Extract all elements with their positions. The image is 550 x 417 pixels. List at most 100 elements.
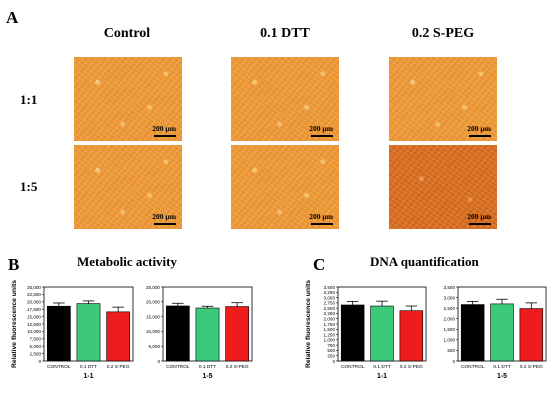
y-tick-label: 2,000 bbox=[324, 317, 336, 322]
scale-bar bbox=[154, 135, 176, 137]
y-tick-label: 1,250 bbox=[324, 332, 336, 337]
scale-label: 200 µm bbox=[152, 212, 176, 221]
y-tick-label: 0 bbox=[332, 359, 335, 364]
y-tick-label: 1,000 bbox=[444, 338, 456, 343]
y-tick-label: 2,500 bbox=[30, 351, 42, 356]
y-tick-label: 15,000 bbox=[146, 314, 160, 319]
y-tick-label: 3,000 bbox=[324, 295, 336, 300]
panel-c-title: DNA quantification bbox=[370, 254, 479, 269]
micrograph-speg-1-1: 200 µm bbox=[389, 57, 497, 141]
bar-0-1-dtt bbox=[195, 307, 220, 362]
scale-bar bbox=[469, 223, 491, 225]
y-tick-label: 5,000 bbox=[149, 344, 161, 349]
bar-0-1-dtt bbox=[370, 305, 394, 362]
chart-c-1-5: 0 500 1,000 1,500 2,000 2,500 3,000 3,500 CONTRO… bbox=[444, 285, 547, 380]
scale-bar bbox=[311, 135, 333, 137]
y-tick-label: 1,500 bbox=[444, 327, 456, 332]
bar-0-2-s-peg bbox=[399, 310, 424, 362]
scale-bar bbox=[469, 135, 491, 137]
y-tick-label: 2,750 bbox=[324, 301, 336, 306]
scale-label: 200 µm bbox=[467, 124, 491, 133]
scale-bar bbox=[311, 223, 333, 225]
y-tick-label: 20,000 bbox=[27, 300, 41, 305]
x-tick-label: CONTROL bbox=[166, 364, 190, 370]
y-axis-label: Relative fluorescence units bbox=[11, 280, 18, 368]
bar-0-2-s-peg bbox=[106, 311, 131, 362]
chart-b-1-5: 0 5,000 10,000 15,000 20,000 25,000 CONTROL 0.1… bbox=[146, 285, 253, 380]
x-tick-label: 0.1 DTT bbox=[493, 364, 510, 370]
micrograph-control-1-1: 200 µm bbox=[74, 57, 182, 141]
x-tick-label: 0.2 S-PEG bbox=[520, 364, 543, 370]
scale-bar bbox=[154, 223, 176, 225]
column-header-control: Control bbox=[103, 26, 151, 41]
y-tick-label: 250 bbox=[327, 354, 335, 359]
panel-a-letter: A bbox=[6, 8, 19, 27]
y-tick-label: 1,750 bbox=[324, 322, 336, 327]
y-tick-label: 0 bbox=[38, 359, 41, 364]
y-tick-label: 500 bbox=[447, 348, 455, 353]
x-axis-label: 1-1 bbox=[377, 373, 387, 380]
scale-label: 200 µm bbox=[467, 212, 491, 221]
y-tick-label: 15,000 bbox=[27, 314, 41, 319]
x-tick-label: 0.1 DTT bbox=[80, 364, 97, 370]
bar-control bbox=[165, 305, 190, 362]
micrograph-dtt-1-1: 200 µm bbox=[231, 57, 339, 141]
y-tick-label: 22,500 bbox=[27, 292, 41, 297]
chart-c-1-1: 02505007501,0001,2501,5001,7502,0002,250… bbox=[305, 280, 427, 380]
x-tick-label: 0.2 S-PEG bbox=[226, 364, 249, 370]
bar-0-2-s-peg bbox=[519, 308, 544, 362]
scale-label: 200 µm bbox=[309, 212, 333, 221]
x-tick-label: 0.1 DTT bbox=[199, 364, 216, 370]
panel-b-letter: B bbox=[8, 255, 20, 274]
x-tick-label: 0.2 S-PEG bbox=[107, 364, 130, 370]
y-tick-label: 25,000 bbox=[27, 285, 41, 290]
y-tick-label: 3,500 bbox=[444, 285, 456, 290]
y-tick-label: 3,000 bbox=[444, 295, 456, 300]
x-tick-label: CONTROL bbox=[47, 364, 71, 370]
y-tick-label: 7,500 bbox=[30, 337, 42, 342]
micrograph-speg-1-5: 200 µm bbox=[389, 145, 497, 229]
y-tick-label: 17,500 bbox=[27, 307, 41, 312]
y-tick-label: 1,500 bbox=[324, 327, 336, 332]
y-tick-label: 12,500 bbox=[27, 322, 41, 327]
x-axis-label: 1-1 bbox=[83, 373, 93, 380]
x-tick-label: 0.2 S-PEG bbox=[400, 364, 423, 370]
bar-0-1-dtt bbox=[76, 303, 101, 362]
y-tick-label: 2,000 bbox=[444, 317, 456, 322]
y-tick-label: 20,000 bbox=[146, 300, 160, 305]
column-header-dtt: 0.1 DTT bbox=[260, 26, 310, 41]
bar-control bbox=[460, 304, 485, 362]
y-tick-label: 2,500 bbox=[324, 306, 336, 311]
y-tick-label: 10,000 bbox=[27, 329, 41, 334]
x-tick-label: 0.1 DTT bbox=[373, 364, 390, 370]
y-axis-label: Relative fluorescence units bbox=[305, 280, 312, 368]
y-tick-label: 2,250 bbox=[324, 311, 336, 316]
column-header-speg: 0.2 S-PEG bbox=[411, 26, 475, 41]
micrograph-control-1-5: 200 µm bbox=[74, 145, 182, 229]
row-header-1-5: 1:5 bbox=[20, 179, 38, 194]
bar-control bbox=[46, 305, 71, 362]
row-header-1-1: 1:1 bbox=[20, 92, 38, 107]
x-tick-label: CONTROL bbox=[341, 364, 365, 370]
y-tick-label: 0 bbox=[157, 359, 160, 364]
x-tick-label: CONTROL bbox=[461, 364, 485, 370]
panel-b-title: Metabolic activity bbox=[77, 254, 177, 269]
y-tick-label: 5,000 bbox=[30, 344, 42, 349]
y-tick-label: 0 bbox=[452, 359, 455, 364]
panel-c-letter: C bbox=[313, 255, 326, 274]
x-axis-label: 1-5 bbox=[202, 373, 212, 380]
y-tick-label: 10,000 bbox=[146, 329, 160, 334]
scale-label: 200 µm bbox=[152, 124, 176, 133]
y-tick-label: 3,250 bbox=[324, 290, 336, 295]
y-tick-label: 1,000 bbox=[324, 338, 336, 343]
bar-0-2-s-peg bbox=[225, 306, 250, 362]
bar-0-1-dtt bbox=[490, 303, 514, 362]
chart-b-1-1: 0 2,500 5,000 7,500 10,000 12,500 15,000 17,500… bbox=[11, 280, 134, 380]
scale-label: 200 µm bbox=[309, 124, 333, 133]
y-tick-label: 25,000 bbox=[146, 285, 160, 290]
y-tick-label: 3,500 bbox=[324, 285, 336, 290]
micrograph-dtt-1-5: 200 µm bbox=[231, 145, 339, 229]
x-axis-label: 1-5 bbox=[497, 373, 507, 380]
bar-control bbox=[340, 304, 365, 362]
